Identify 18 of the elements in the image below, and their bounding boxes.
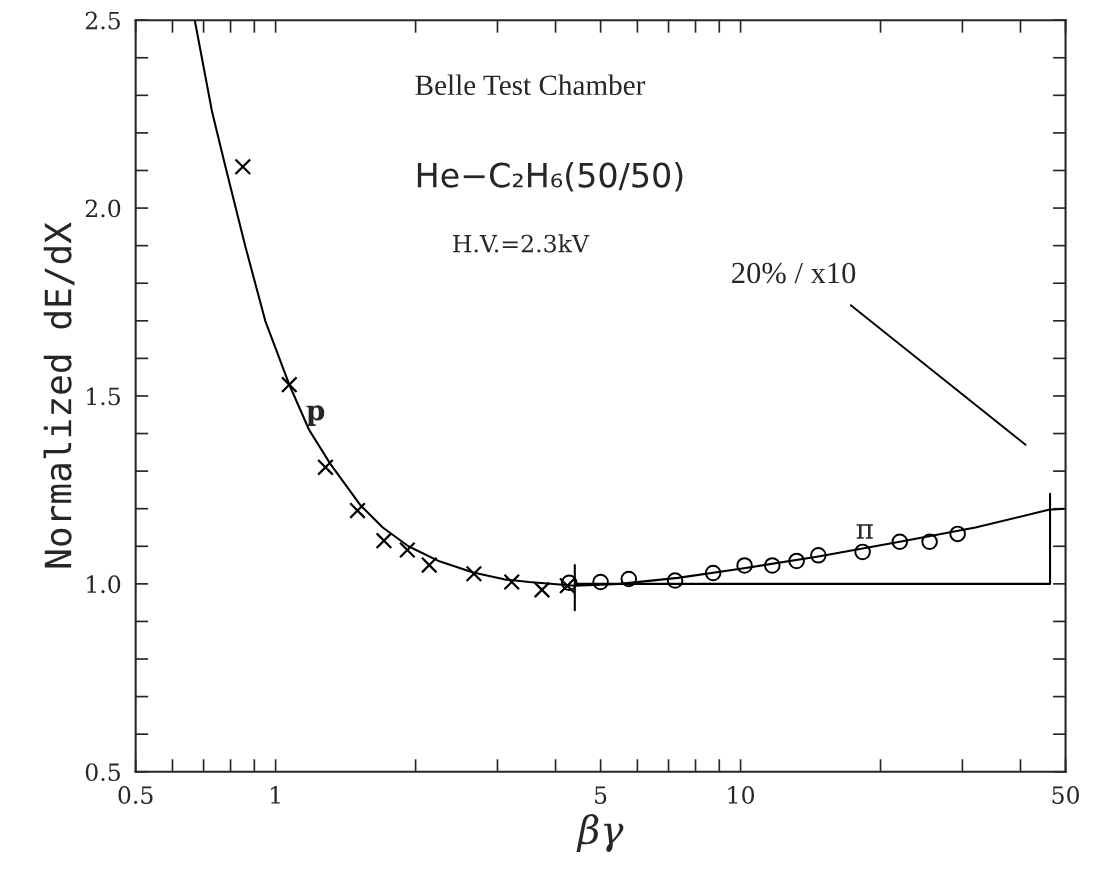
annotation: H.V.=2.3kV — [453, 234, 590, 253]
series-label: π — [856, 524, 873, 539]
annotation: He−C₂H₆(50/50) — [417, 161, 683, 192]
y-tick-label: 1.0 — [87, 575, 121, 594]
x-tick-label: 50 — [1052, 786, 1080, 804]
annotation: Belle Test Chamber — [415, 74, 646, 96]
y-tick-label: 2.0 — [85, 199, 121, 218]
y-tick-label: 1.5 — [87, 387, 120, 406]
y-axis-title: Normalized dE/dX — [43, 222, 75, 568]
x-tick-label: 1 — [270, 786, 280, 804]
annotation: 20% / x10 — [732, 262, 856, 284]
x-tick-label: 5 — [595, 786, 607, 804]
y-tick-label: 2.5 — [85, 11, 120, 30]
x-axis-title: βγ — [576, 814, 624, 852]
x-tick-label: 10 — [728, 786, 755, 804]
series-label: p — [306, 405, 325, 426]
x-tick-label: 0.5 — [118, 786, 153, 804]
y-tick-label: 0.5 — [85, 763, 120, 782]
